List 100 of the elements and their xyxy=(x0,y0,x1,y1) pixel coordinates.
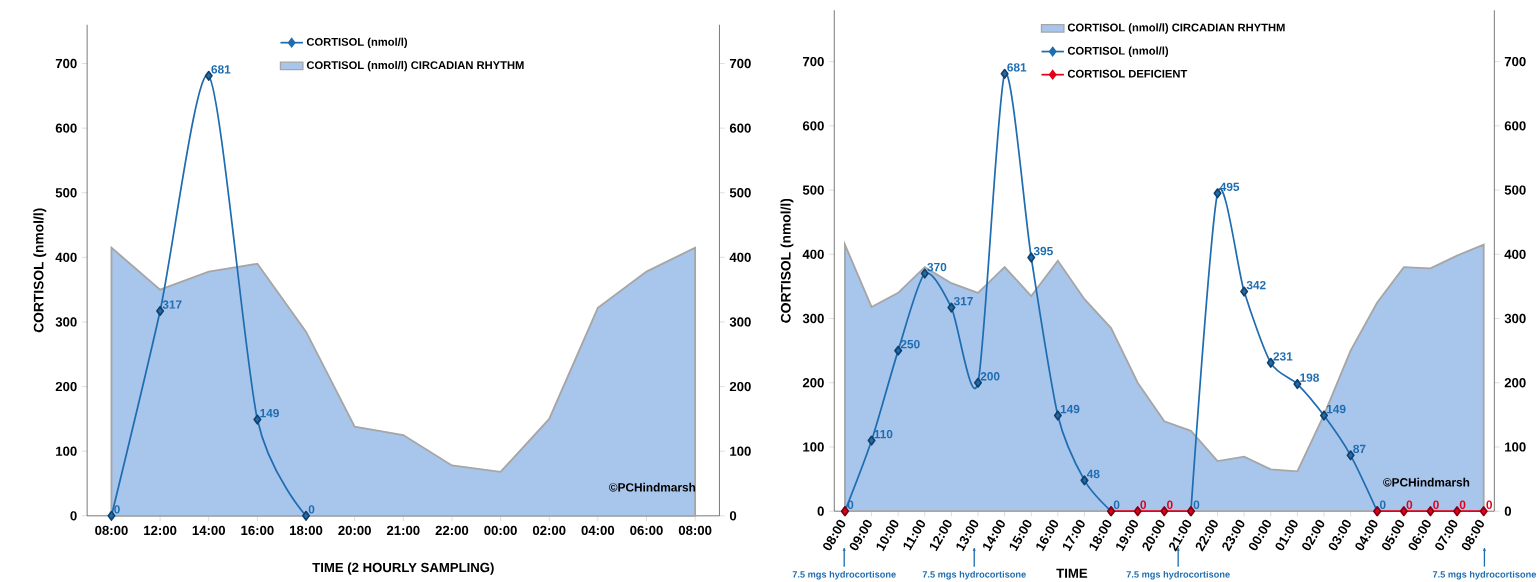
x-tick-label: 18:00 xyxy=(290,525,323,535)
y2-tick-label: 200 xyxy=(729,381,751,392)
point xyxy=(107,510,116,521)
data-label: 317 xyxy=(953,296,973,306)
data-label: 87 xyxy=(1353,444,1366,454)
data-label: 0 xyxy=(1486,500,1493,509)
y-tick-label: 400 xyxy=(55,252,77,262)
y-tick-label: 600 xyxy=(802,121,824,131)
point xyxy=(1160,506,1169,517)
point xyxy=(1080,475,1089,486)
x-tick-label: 22:00 xyxy=(435,525,469,535)
point xyxy=(1000,68,1009,79)
y-tick-label: 100 xyxy=(56,446,77,456)
y-tick-label: 700 xyxy=(55,58,77,69)
text: 7.5 mgs hydrocortisone xyxy=(792,570,896,580)
point xyxy=(867,435,876,446)
y2-tick-label: 300 xyxy=(1504,313,1526,324)
data-label: 149 xyxy=(1326,404,1346,414)
y2-tick-label: 500 xyxy=(729,188,751,198)
y2-tick-label: 300 xyxy=(729,317,751,327)
point xyxy=(1319,410,1329,421)
y-tick-label: 200 xyxy=(802,378,824,388)
y2-tick-label: 100 xyxy=(730,446,751,456)
data-label: 0 xyxy=(1113,500,1120,509)
data-label: 48 xyxy=(1086,469,1100,479)
data-label: 681 xyxy=(211,65,231,74)
x-tick-label: 21:00 xyxy=(386,525,420,535)
x-tick-label: 02:00 xyxy=(532,525,566,535)
y-tick-label: 0 xyxy=(70,511,77,521)
data-label: 342 xyxy=(1246,280,1266,290)
point xyxy=(1399,506,1408,517)
y-tick-label: 500 xyxy=(802,185,824,195)
x-tick-label: 00:00 xyxy=(484,525,517,535)
legend-label: CORTISOL (nmol/l) xyxy=(306,37,408,48)
x-tick-label: 20:00 xyxy=(338,525,371,535)
y-axis-title: CORTISOL (nmol/l) xyxy=(33,208,47,333)
x-tick-label: 06:00 xyxy=(630,525,663,535)
point xyxy=(1346,450,1355,461)
y2-tick-label: 400 xyxy=(729,252,751,262)
x-tick-label: 12:00 xyxy=(144,525,177,535)
data-label: 395 xyxy=(1033,246,1053,256)
point xyxy=(1266,357,1275,368)
data-label: 0 xyxy=(1406,500,1413,509)
y-tick-label: 300 xyxy=(802,313,824,324)
data-label: 149 xyxy=(260,408,279,418)
point xyxy=(1053,410,1062,421)
text: 7.5 mgs hydrocortisone xyxy=(1126,570,1230,580)
text: 7.5 mgs hydrocortisone xyxy=(1432,570,1537,580)
data-label: 0 xyxy=(1167,500,1173,509)
point xyxy=(1293,378,1302,390)
data-label: 0 xyxy=(1433,500,1439,509)
data-label: 495 xyxy=(1219,182,1240,191)
data-label: 0 xyxy=(114,505,120,514)
y2-tick-label: 600 xyxy=(1504,121,1526,131)
y2-tick-label: 200 xyxy=(1504,378,1526,388)
point xyxy=(947,302,956,313)
y2-tick-label: 100 xyxy=(1505,442,1526,452)
y2-tick-label: 600 xyxy=(729,123,751,133)
y-tick-label: 400 xyxy=(802,249,824,259)
data-label: 231 xyxy=(1273,352,1293,361)
x-tick-label: 16:00 xyxy=(241,525,274,535)
legend-label: CORTISOL (nmol/l) CIRCADIAN RHYTHM xyxy=(306,60,524,72)
annotation: ©PCHindmarsh xyxy=(609,482,696,492)
y-tick-label: 100 xyxy=(803,442,824,452)
data-label: 0 xyxy=(1459,500,1466,509)
legend-label: CORTISOL DEFICIENT xyxy=(1067,69,1188,78)
data-label: 0 xyxy=(308,505,315,514)
y-tick-label: 600 xyxy=(55,123,77,133)
y2-tick-label: 700 xyxy=(729,58,751,69)
data-label: 198 xyxy=(1300,373,1320,382)
data-label: 0 xyxy=(1193,500,1200,509)
y-tick-label: 300 xyxy=(55,317,77,327)
y2-tick-label: 700 xyxy=(1504,56,1526,67)
data-label: 200 xyxy=(980,372,1000,381)
y-tick-label: 0 xyxy=(817,506,824,516)
legend-label: CORTISOL (nmol/l) CIRCADIAN RHYTHM xyxy=(1067,23,1285,34)
y2-tick-label: 0 xyxy=(729,511,737,521)
point xyxy=(253,414,262,425)
point xyxy=(204,70,213,81)
x-tick-label: 08:00 xyxy=(678,525,712,535)
point xyxy=(920,268,929,279)
data-label: 0 xyxy=(1140,500,1147,509)
y-tick-label: 200 xyxy=(55,381,77,392)
y2-tick-label: 500 xyxy=(1504,185,1526,195)
point xyxy=(1027,252,1036,263)
x-axis-title: TIME (2 HOURLY SAMPLING) xyxy=(312,562,494,575)
annotation: ©PCHindmarsh xyxy=(1383,477,1470,487)
y2-tick-label: 400 xyxy=(1504,249,1526,259)
x-axis-title: TIME xyxy=(1056,568,1088,578)
x-tick-label: 04:00 xyxy=(581,525,615,535)
y-tick-label: 700 xyxy=(802,56,824,67)
point xyxy=(1426,506,1435,517)
data-label: 370 xyxy=(927,262,947,272)
y2-tick-label: 0 xyxy=(1504,506,1512,516)
data-label: 681 xyxy=(1007,63,1027,72)
point xyxy=(1213,188,1222,199)
text: 7.5 mgs hydrocortisone xyxy=(922,570,1026,580)
x-tick-label: 08:00 xyxy=(95,525,128,535)
data-label: 250 xyxy=(900,339,920,349)
legend-label: CORTISOL (nmol/l) xyxy=(1067,46,1169,57)
